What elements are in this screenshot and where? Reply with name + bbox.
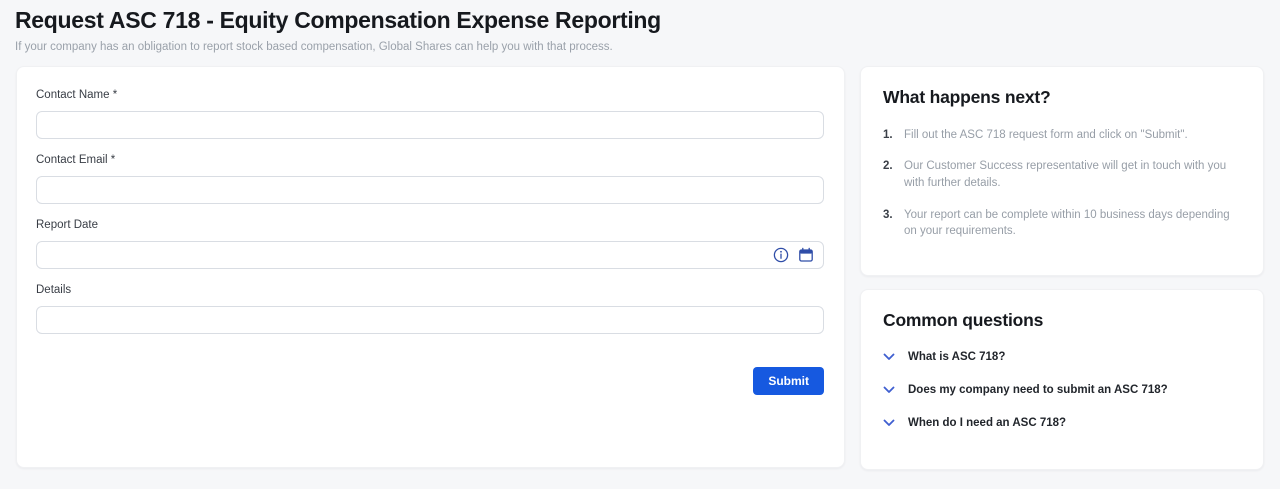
step-number: 3.: [883, 208, 893, 221]
what-happens-next-card: What happens next? 1. Fill out the ASC 7…: [860, 65, 1264, 276]
report-date-input-wrap: [36, 240, 824, 269]
question-text: Does my company need to submit an ASC 71…: [908, 383, 1168, 396]
chevron-down-icon[interactable]: [883, 419, 895, 427]
step-item: 2. Our Customer Success representative w…: [883, 158, 1239, 191]
contact-name-label: Contact Name *: [36, 88, 118, 101]
report-date-field-group: Report Date: [36, 219, 824, 269]
question-item-what-is-asc718[interactable]: What is ASC 718?: [883, 351, 1239, 363]
step-item: 3. Your report can be complete within 10…: [883, 207, 1239, 240]
question-text: When do I need an ASC 718?: [908, 416, 1067, 429]
calendar-icon[interactable]: [798, 247, 814, 263]
step-text: Your report can be complete within 10 bu…: [904, 208, 1230, 238]
question-item-when-need-asc718[interactable]: When do I need an ASC 718?: [883, 417, 1239, 429]
report-date-label: Report Date: [36, 218, 99, 231]
info-icon[interactable]: [773, 247, 789, 263]
question-text: What is ASC 718?: [908, 350, 1006, 363]
page-header: Request ASC 718 - Equity Compensation Ex…: [0, 0, 1280, 53]
step-number: 2.: [883, 160, 893, 173]
steps-list: 1. Fill out the ASC 718 request form and…: [883, 127, 1239, 240]
common-questions-card: Common questions What is ASC 718? Does m…: [860, 288, 1264, 470]
page-title: Request ASC 718 - Equity Compensation Ex…: [15, 7, 661, 33]
step-text: Our Customer Success representative will…: [904, 160, 1227, 190]
contact-name-field-group: Contact Name *: [36, 89, 824, 139]
questions-list: What is ASC 718? Does my company need to…: [883, 351, 1239, 429]
step-item: 1. Fill out the ASC 718 request form and…: [883, 127, 1239, 144]
common-questions-title: Common questions: [883, 309, 1044, 330]
contact-email-label: Contact Email *: [36, 153, 116, 166]
step-text: Fill out the ASC 718 request form and cl…: [904, 128, 1188, 141]
chevron-down-icon[interactable]: [883, 386, 895, 394]
request-form-card: Contact Name * Contact Email * Report Da…: [16, 65, 845, 468]
contact-email-field-group: Contact Email *: [36, 154, 824, 204]
page-subtitle: If your company has an obligation to rep…: [15, 40, 613, 53]
report-date-icons: [773, 241, 814, 269]
details-field-group: Details: [36, 284, 824, 334]
question-item-company-need-submit[interactable]: Does my company need to submit an ASC 71…: [883, 384, 1239, 396]
sidebar-column: What happens next? 1. Fill out the ASC 7…: [860, 65, 1264, 470]
contact-name-input[interactable]: [36, 110, 824, 139]
chevron-down-icon[interactable]: [883, 353, 895, 361]
step-number: 1.: [883, 128, 893, 141]
submit-row: Submit: [36, 366, 824, 395]
contact-email-input[interactable]: [36, 175, 824, 204]
main-content: Contact Name * Contact Email * Report Da…: [0, 53, 1280, 470]
what-happens-next-title: What happens next?: [883, 86, 1051, 107]
details-input[interactable]: [36, 305, 824, 334]
report-date-input[interactable]: [36, 240, 824, 269]
submit-button[interactable]: Submit: [753, 366, 824, 395]
details-label: Details: [36, 283, 72, 296]
